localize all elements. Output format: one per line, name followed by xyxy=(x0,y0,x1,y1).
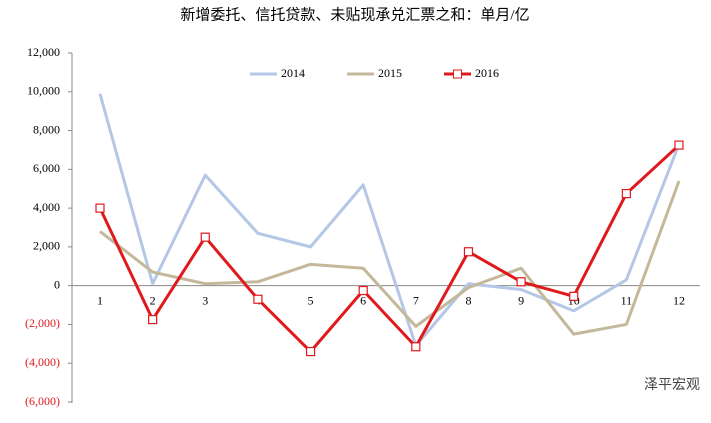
series-line xyxy=(98,143,681,354)
point-marker xyxy=(200,232,210,242)
legend-marker xyxy=(453,69,462,79)
x-tick-label: 7 xyxy=(413,293,419,307)
x-tick-label: 5 xyxy=(308,293,314,307)
y-tick-label: 10,000 xyxy=(27,84,60,98)
point-marker xyxy=(674,140,684,150)
x-tick-label: 9 xyxy=(518,293,524,307)
legend-label: 2014 xyxy=(281,66,305,80)
y-tick-label: (2,000) xyxy=(25,316,60,330)
legend-label: 2016 xyxy=(475,66,499,80)
point-marker xyxy=(411,342,421,352)
point-marker xyxy=(305,346,316,357)
series-line xyxy=(98,93,681,348)
point-marker xyxy=(516,277,526,287)
y-tick-label: (6,000) xyxy=(25,394,60,408)
y-tick-label: 12,000 xyxy=(27,45,60,59)
x-tick-label: 1 xyxy=(97,293,103,307)
x-tick-label: 2 xyxy=(150,293,156,307)
x-tick-label: 12 xyxy=(673,293,685,307)
point-marker xyxy=(95,203,105,213)
x-tick-label: 8 xyxy=(465,293,471,307)
y-tick-label: 4,000 xyxy=(33,200,60,214)
series-line xyxy=(99,180,681,336)
point-marker xyxy=(148,314,158,325)
y-tick-label: 0 xyxy=(54,277,60,291)
watermark: 泽平宏观 xyxy=(644,377,700,393)
y-tick-label: 8,000 xyxy=(33,122,60,136)
point-marker xyxy=(621,188,631,199)
point-marker xyxy=(253,294,263,304)
x-tick-label: 11 xyxy=(621,293,633,307)
y-tick-label: 6,000 xyxy=(33,161,60,175)
point-marker xyxy=(569,291,579,301)
y-tick-label: 2,000 xyxy=(33,239,60,253)
chart-title: 新增委托、信托贷款、未贴现承兑汇票之和：单月/亿 xyxy=(180,6,529,23)
point-marker xyxy=(463,247,474,257)
x-tick-label: 6 xyxy=(360,293,366,307)
point-marker xyxy=(358,285,368,296)
x-tick-label: 3 xyxy=(202,293,208,307)
y-tick-label: (4,000) xyxy=(25,355,60,369)
legend-label: 2015 xyxy=(378,66,402,80)
